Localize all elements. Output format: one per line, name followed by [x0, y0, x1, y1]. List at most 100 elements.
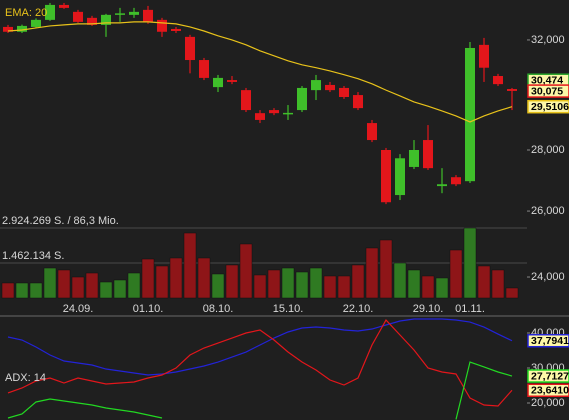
price-marker-box	[527, 369, 569, 383]
candle-body	[73, 11, 83, 22]
volume-bar	[267, 269, 281, 299]
adx-plot	[7, 318, 513, 420]
volume-bar	[71, 276, 85, 299]
y-tick-label: 26,000	[531, 205, 565, 217]
candle-body	[45, 4, 55, 20]
volume-bar	[155, 265, 169, 299]
candle-body	[213, 77, 223, 88]
candle-body	[87, 17, 97, 25]
candle-body	[465, 47, 475, 182]
candle-body	[409, 149, 419, 167]
candle-body	[311, 80, 321, 91]
volume-bar	[29, 282, 43, 299]
indicator-label: ADX: 14	[5, 372, 46, 384]
volume-bar	[113, 279, 127, 299]
candle-body	[493, 76, 503, 85]
indicator-line	[455, 361, 513, 420]
candle-body	[17, 25, 27, 32]
price-plot	[3, 2, 517, 205]
volume-bar	[43, 267, 57, 299]
volume-bar	[99, 281, 113, 299]
y-tick-label: 28,000	[531, 144, 565, 156]
price-marker-label: 37,7941	[531, 335, 569, 347]
price-marker-label: 23,6410	[531, 385, 569, 397]
candle-body	[451, 177, 461, 185]
price-marker-label: 29,5106	[531, 101, 569, 113]
legend-label: EMA: 20	[5, 7, 47, 19]
candle-body	[283, 112, 293, 115]
volume-bar	[225, 264, 239, 299]
candle-body	[171, 28, 181, 31]
volume-bar	[85, 272, 99, 299]
candle-body	[185, 36, 195, 61]
volume-bar	[253, 274, 267, 299]
volume-bar	[463, 227, 477, 299]
x-tick-label: 01.10.	[133, 303, 164, 315]
candle-body	[115, 13, 125, 15]
volume-bar	[351, 264, 365, 299]
volume-bar	[281, 267, 295, 299]
indicator-line	[7, 318, 513, 376]
volume-bar	[183, 232, 197, 299]
x-tick-label: 29.10.	[413, 303, 444, 315]
volume-bar	[295, 271, 309, 299]
x-tick-label: 01.11.	[455, 303, 485, 315]
candle-body	[227, 80, 237, 82]
volume-bar	[421, 275, 435, 299]
candle-body	[353, 95, 363, 109]
volume-tick-label: 2.924.269 S. / 86,3 Mio.	[2, 215, 119, 227]
volume-bar	[435, 277, 449, 299]
volume-bar	[491, 269, 505, 299]
volume-bar	[197, 257, 211, 299]
volume-bar	[169, 257, 183, 299]
candle-body	[269, 110, 279, 114]
price-marker-box	[527, 383, 569, 398]
indicator-line	[7, 319, 513, 407]
volume-bar	[477, 265, 491, 299]
indicator-line	[7, 398, 163, 419]
candle-body	[101, 14, 111, 25]
candle-body	[199, 60, 209, 78]
candle-body	[381, 149, 391, 203]
volume-bar	[127, 272, 141, 299]
candle-body	[241, 90, 251, 111]
volume-tick-label: 1.462.134 S.	[2, 250, 64, 262]
candle-body	[255, 113, 265, 120]
candle-body	[395, 158, 405, 196]
candle-body	[31, 19, 41, 27]
candle-body	[339, 87, 349, 97]
volume-bar	[337, 275, 351, 299]
candle-body	[129, 11, 139, 15]
x-tick-label: 08.10.	[203, 303, 234, 315]
candle-body	[479, 44, 489, 68]
y-tick-label: 24,000	[531, 271, 565, 283]
candle-body	[157, 19, 167, 32]
price-marker-box	[527, 333, 569, 348]
volume-bar	[505, 287, 519, 299]
price-marker-label: 30,075	[531, 85, 563, 97]
volume-bar	[239, 243, 253, 299]
x-tick-label: 15.10.	[273, 303, 304, 315]
price-marker-label: 30,474	[531, 75, 563, 87]
candle-body	[297, 87, 307, 111]
candle-body	[325, 84, 335, 91]
candle-body	[143, 9, 153, 22]
volume-bar	[309, 267, 323, 299]
y-tick-label: 20,000	[531, 397, 565, 409]
volume-bar	[141, 258, 155, 299]
ema-line	[7, 21, 513, 123]
price-marker-box	[527, 99, 569, 114]
volume-bar	[57, 269, 71, 299]
x-tick-label: 24.09.	[63, 303, 94, 315]
price-marker-box	[527, 84, 569, 98]
volume-bar	[211, 273, 225, 299]
price-marker-label: 27,7127	[531, 370, 569, 382]
volume-bar	[379, 239, 393, 299]
candle-body	[507, 89, 517, 91]
volume-bar	[407, 269, 421, 299]
volume-bar	[15, 282, 29, 299]
volume-bar	[323, 275, 337, 299]
x-tick-label: 22.10.	[343, 303, 374, 315]
candle-body	[423, 140, 433, 169]
